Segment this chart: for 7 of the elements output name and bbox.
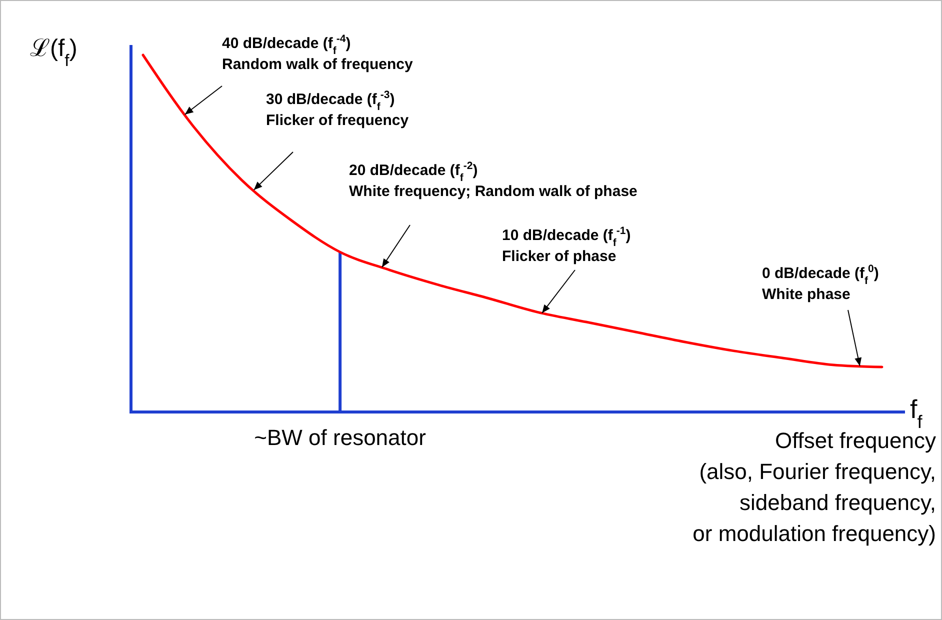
y-axis-title: ℒ(f$_{f}$)	[30, 35, 78, 70]
annotation: 20 dB/decade (f$_{f}$$^{-2}$) White frequency; Random walk of phase	[349, 160, 638, 200]
text: ~BW of resonator	[254, 425, 426, 450]
annotation: 40 dB/decade (f$_{f}$$^{-4}$) Random walk of frequency	[222, 33, 414, 73]
text: 0 dB/decade (f$_{f}$$^{0}$) White phase	[762, 263, 879, 303]
annotation: 30 dB/decade (f$_{f}$$^{-3}$) Flicker of frequency	[266, 89, 410, 129]
annotation: 10 dB/decade (f$_{f}$$^{-1}$) Flicker of phase	[502, 225, 631, 265]
